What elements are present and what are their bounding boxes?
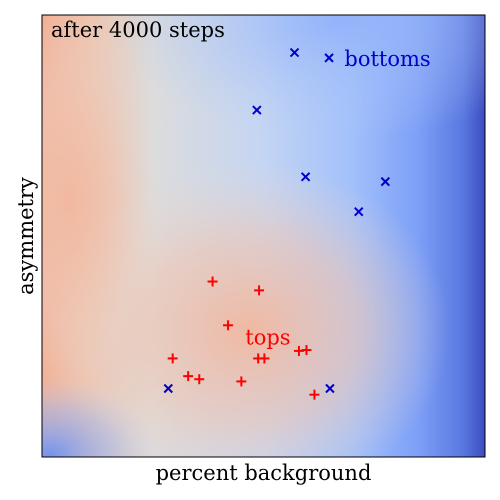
tops-point: [236, 376, 247, 387]
x-axis-label: percent background: [156, 461, 372, 485]
tops-point: [207, 276, 218, 287]
scatter-marks: [163, 47, 391, 400]
annotation-bottoms: bottoms: [344, 47, 430, 71]
bottoms-point: [289, 47, 300, 58]
bottoms-point: [252, 105, 262, 115]
bottoms-point: [163, 383, 173, 394]
tops-point: [167, 353, 178, 364]
tops-point: [254, 285, 265, 296]
bottoms-point: [325, 383, 335, 394]
tops-point: [259, 353, 270, 364]
y-axis-label: asymmetry: [14, 177, 38, 295]
bottoms-point: [354, 206, 364, 217]
tops-point: [301, 345, 312, 356]
tops-point: [223, 320, 234, 331]
chart-title: after 4000 steps: [51, 18, 225, 42]
bottoms-point: [300, 172, 311, 182]
tops-point: [183, 371, 194, 382]
plot-frame: [41, 14, 486, 458]
bottoms-point: [380, 176, 391, 187]
annotation-tops: tops: [245, 325, 290, 349]
tops-point: [194, 374, 205, 385]
tops-point: [309, 389, 320, 400]
bottoms-point: [324, 53, 334, 63]
